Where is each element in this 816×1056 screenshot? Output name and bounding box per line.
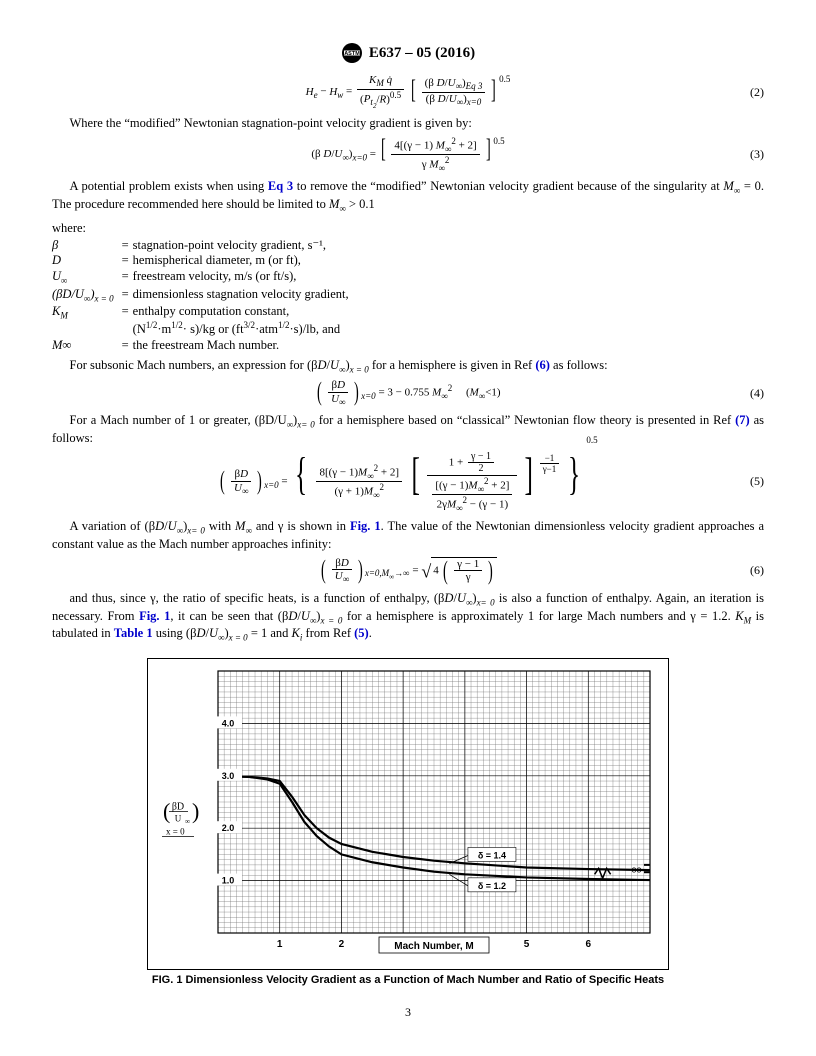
svg-text:oo: oo <box>631 865 641 875</box>
ref-fig1-b: Fig. 1 <box>139 609 170 623</box>
svg-text:βD: βD <box>172 801 184 812</box>
ref-eq3: Eq 3 <box>268 179 293 193</box>
svg-text:ASTM: ASTM <box>344 51 360 57</box>
ref-table1: Table 1 <box>114 626 153 640</box>
svg-text:2.0: 2.0 <box>222 823 235 833</box>
ref-5: (5) <box>354 626 369 640</box>
para-variation-intro: A variation of (βD/U∞)x= 0 with M∞ and γ… <box>52 519 764 552</box>
eq6-number: (6) <box>750 563 764 578</box>
eq5-number: (5) <box>750 474 764 489</box>
para-potential-problem: A potential problem exists when using Eq… <box>52 179 764 215</box>
astm-logo-icon: ASTM <box>341 42 363 64</box>
equation-5: (βDU∞)x=0 = { 8[(γ − 1)M∞2 + 2] (γ + 1)M… <box>52 451 764 513</box>
page-number: 3 <box>52 1005 764 1020</box>
ref-6: (6) <box>535 358 550 372</box>
equation-6: (βDU∞)x=0,M∞→∞ = √4 (γ − 1γ) (6) <box>52 557 764 585</box>
standard-designation: E637 – 05 (2016) <box>369 45 475 62</box>
svg-text:1.0: 1.0 <box>222 876 235 886</box>
figure-1-caption: FIG. 1 Dimensionless Velocity Gradient a… <box>52 974 764 986</box>
eq2-number: (2) <box>750 85 764 100</box>
svg-text:4.0: 4.0 <box>222 718 235 728</box>
svg-text:U: U <box>175 813 182 823</box>
equation-4: (βDU∞)x=0 = 3 − 0.755 M∞2 (M∞<1) (4) <box>52 379 764 407</box>
para-supersonic-intro: For a Mach number of 1 or greater, (βD/U… <box>52 413 764 446</box>
page-header: ASTM E637 – 05 (2016) <box>52 42 764 64</box>
svg-text:δ = 1.2: δ = 1.2 <box>478 881 506 891</box>
svg-text:6: 6 <box>586 939 592 950</box>
svg-text:Mach Number, M: Mach Number, M <box>394 941 473 952</box>
svg-text:δ = 1.4: δ = 1.4 <box>478 850 506 860</box>
ref-7: (7) <box>735 413 750 427</box>
svg-text:5: 5 <box>524 939 530 950</box>
svg-text:): ) <box>192 798 199 823</box>
ref-fig1-a: Fig. 1 <box>350 519 381 533</box>
svg-text:(: ( <box>163 798 170 823</box>
equation-2: He − Hw = KM q̇ (Pt2/R)0.5 [ (β D/U∞)Eq … <box>52 74 764 110</box>
svg-text:1: 1 <box>277 939 283 950</box>
eq4-number: (4) <box>750 386 764 401</box>
para-tabulation: and thus, since γ, the ratio of specific… <box>52 591 764 644</box>
svg-text:2: 2 <box>339 939 345 950</box>
svg-text:x = 0: x = 0 <box>166 826 185 836</box>
velocity-gradient-chart: δ = 1.4δ = 1.2oo123456Mach Number, M1.02… <box>147 658 669 970</box>
svg-text:3.0: 3.0 <box>222 771 235 781</box>
svg-text:∞: ∞ <box>185 817 190 825</box>
para-subsonic-intro: For subsonic Mach numbers, an expression… <box>52 358 764 376</box>
equation-3: (β D/U∞)x=0 = [ 4[(γ − 1) M∞2 + 2] γ M∞2… <box>52 136 764 173</box>
symbol-definitions: β=stagnation-point velocity gradient, s⁻… <box>52 238 353 354</box>
eq3-number: (3) <box>750 147 764 162</box>
para-modified-newtonian: Where the “modified” Newtonian stagnatio… <box>52 116 764 132</box>
where-label: where: <box>52 221 764 236</box>
figure-1: δ = 1.4δ = 1.2oo123456Mach Number, M1.02… <box>52 658 764 986</box>
